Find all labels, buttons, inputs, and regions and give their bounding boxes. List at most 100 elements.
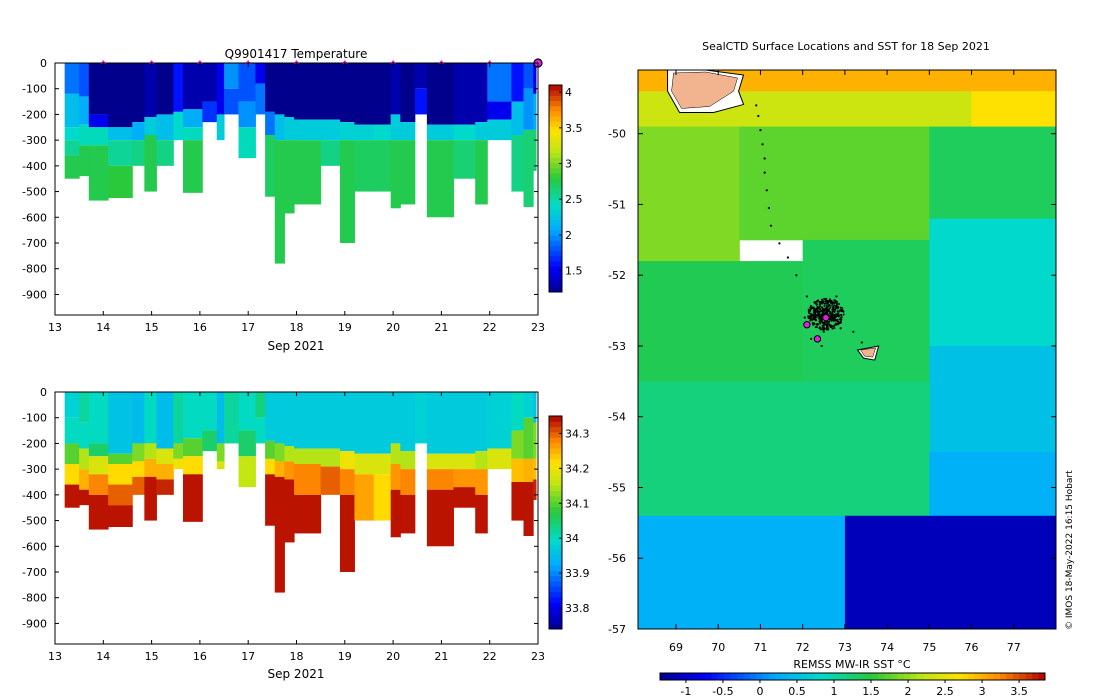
profile-bar — [284, 461, 295, 480]
colorbar-segment — [549, 178, 562, 184]
profile-bar — [487, 448, 512, 470]
colorbar-segment — [549, 110, 562, 117]
profile-bar — [88, 63, 109, 115]
track-point — [823, 297, 826, 300]
profile-bar — [487, 119, 512, 141]
profile-bar — [88, 114, 109, 128]
profile-bar — [108, 63, 133, 128]
profile-bar — [284, 117, 295, 141]
sst-colorbar-tick-label: 0.5 — [788, 685, 806, 698]
profile-bar — [294, 140, 322, 205]
profile-bar — [426, 392, 454, 454]
profile-bar — [238, 456, 256, 488]
colorbar-segment — [549, 416, 562, 422]
sst-colorbar-segment — [1019, 673, 1027, 680]
track-point — [842, 310, 845, 313]
sst-colorbar-segment — [897, 673, 905, 680]
profile-bar — [88, 443, 109, 457]
track-point — [831, 314, 834, 317]
map-y-tick-label: -52 — [608, 269, 626, 282]
track-point — [815, 300, 818, 303]
profile-bar — [414, 88, 428, 115]
profile-bar — [144, 458, 157, 477]
profile-bar — [390, 114, 401, 141]
track-point — [831, 310, 834, 313]
y-tick-label: -400 — [22, 489, 47, 502]
profile-bar — [320, 63, 341, 120]
track-point — [795, 274, 798, 277]
colorbar-segment — [549, 105, 562, 112]
track-point — [836, 319, 839, 322]
colorbar-segment — [549, 136, 562, 143]
track-point — [837, 313, 840, 316]
track-point — [826, 302, 829, 305]
colorbar-tick-label: 34.2 — [565, 462, 590, 475]
profile-bar — [453, 63, 476, 125]
profile-bar — [453, 140, 476, 179]
sst-colorbar-segment — [942, 673, 950, 680]
sst-colorbar-segment — [878, 673, 886, 680]
colorbar-segment — [549, 235, 562, 241]
colorbar-tick-label: 4 — [565, 86, 572, 99]
track-point — [821, 324, 824, 327]
profile-bar — [156, 479, 174, 495]
colorbar-tick-label: 34.3 — [565, 427, 590, 440]
profile-bar — [533, 93, 537, 130]
imos-credit-text: © IMOS 18-May-2022 16:15 Hobart — [1065, 470, 1075, 630]
profile-bar — [511, 135, 525, 192]
sst-colorbar-tick-label: -0.5 — [712, 685, 733, 698]
profile-bar — [182, 474, 203, 522]
colorbar-segment — [549, 522, 562, 529]
track-point — [817, 314, 820, 317]
x-tick-label: 23 — [531, 650, 545, 663]
sst-colorbar-segment — [923, 673, 930, 680]
track-point — [842, 313, 845, 316]
track-point — [757, 114, 760, 118]
track-point — [819, 318, 822, 321]
track-point — [832, 325, 835, 328]
colorbar-segment — [549, 426, 562, 433]
colorbar-tick-label: 33.9 — [565, 567, 590, 580]
y-tick-label: -300 — [22, 134, 47, 147]
profile-bar — [475, 469, 488, 495]
track-point — [803, 316, 806, 319]
sst-colorbar-segment — [980, 673, 988, 680]
track-point — [813, 317, 816, 320]
profile-bar — [354, 63, 375, 125]
track-point — [826, 323, 829, 326]
profile-bar — [182, 438, 203, 457]
sst-colorbar-segment — [929, 673, 937, 680]
profile-bar — [132, 140, 145, 166]
track-point — [839, 306, 842, 309]
sst-colorbar-segment — [692, 673, 699, 680]
track-point — [819, 303, 822, 306]
profile-bar — [533, 129, 537, 171]
track-point — [820, 306, 823, 309]
profile-bar — [156, 464, 174, 480]
x-tick-label: 18 — [290, 650, 304, 663]
track-point — [833, 327, 836, 330]
track-point — [809, 304, 812, 307]
profile-bar — [373, 140, 392, 192]
track-point — [828, 298, 831, 301]
profile-bar — [64, 93, 80, 128]
colorbar-tick-label: 1.5 — [565, 265, 583, 278]
profile-bar — [202, 63, 218, 102]
profile-bar — [426, 453, 454, 470]
colorbar-segment — [549, 183, 562, 189]
track-point — [812, 313, 815, 316]
profile-bar — [533, 422, 537, 459]
sst-colorbar-segment — [788, 673, 796, 680]
colorbar-segment — [549, 442, 562, 449]
profile-bar — [265, 63, 276, 112]
profile-bar — [294, 448, 322, 464]
sst-colorbar-segment — [801, 673, 809, 680]
sst-colorbar-segment — [955, 673, 963, 680]
profile-bar — [274, 140, 285, 264]
colorbar-segment — [549, 152, 562, 158]
sst-colorbar-segment — [711, 673, 719, 680]
x-tick-label: 17 — [241, 650, 255, 663]
colorbar-segment — [549, 517, 562, 523]
sst-colorbar-segment — [871, 673, 879, 680]
track-point — [815, 303, 818, 306]
